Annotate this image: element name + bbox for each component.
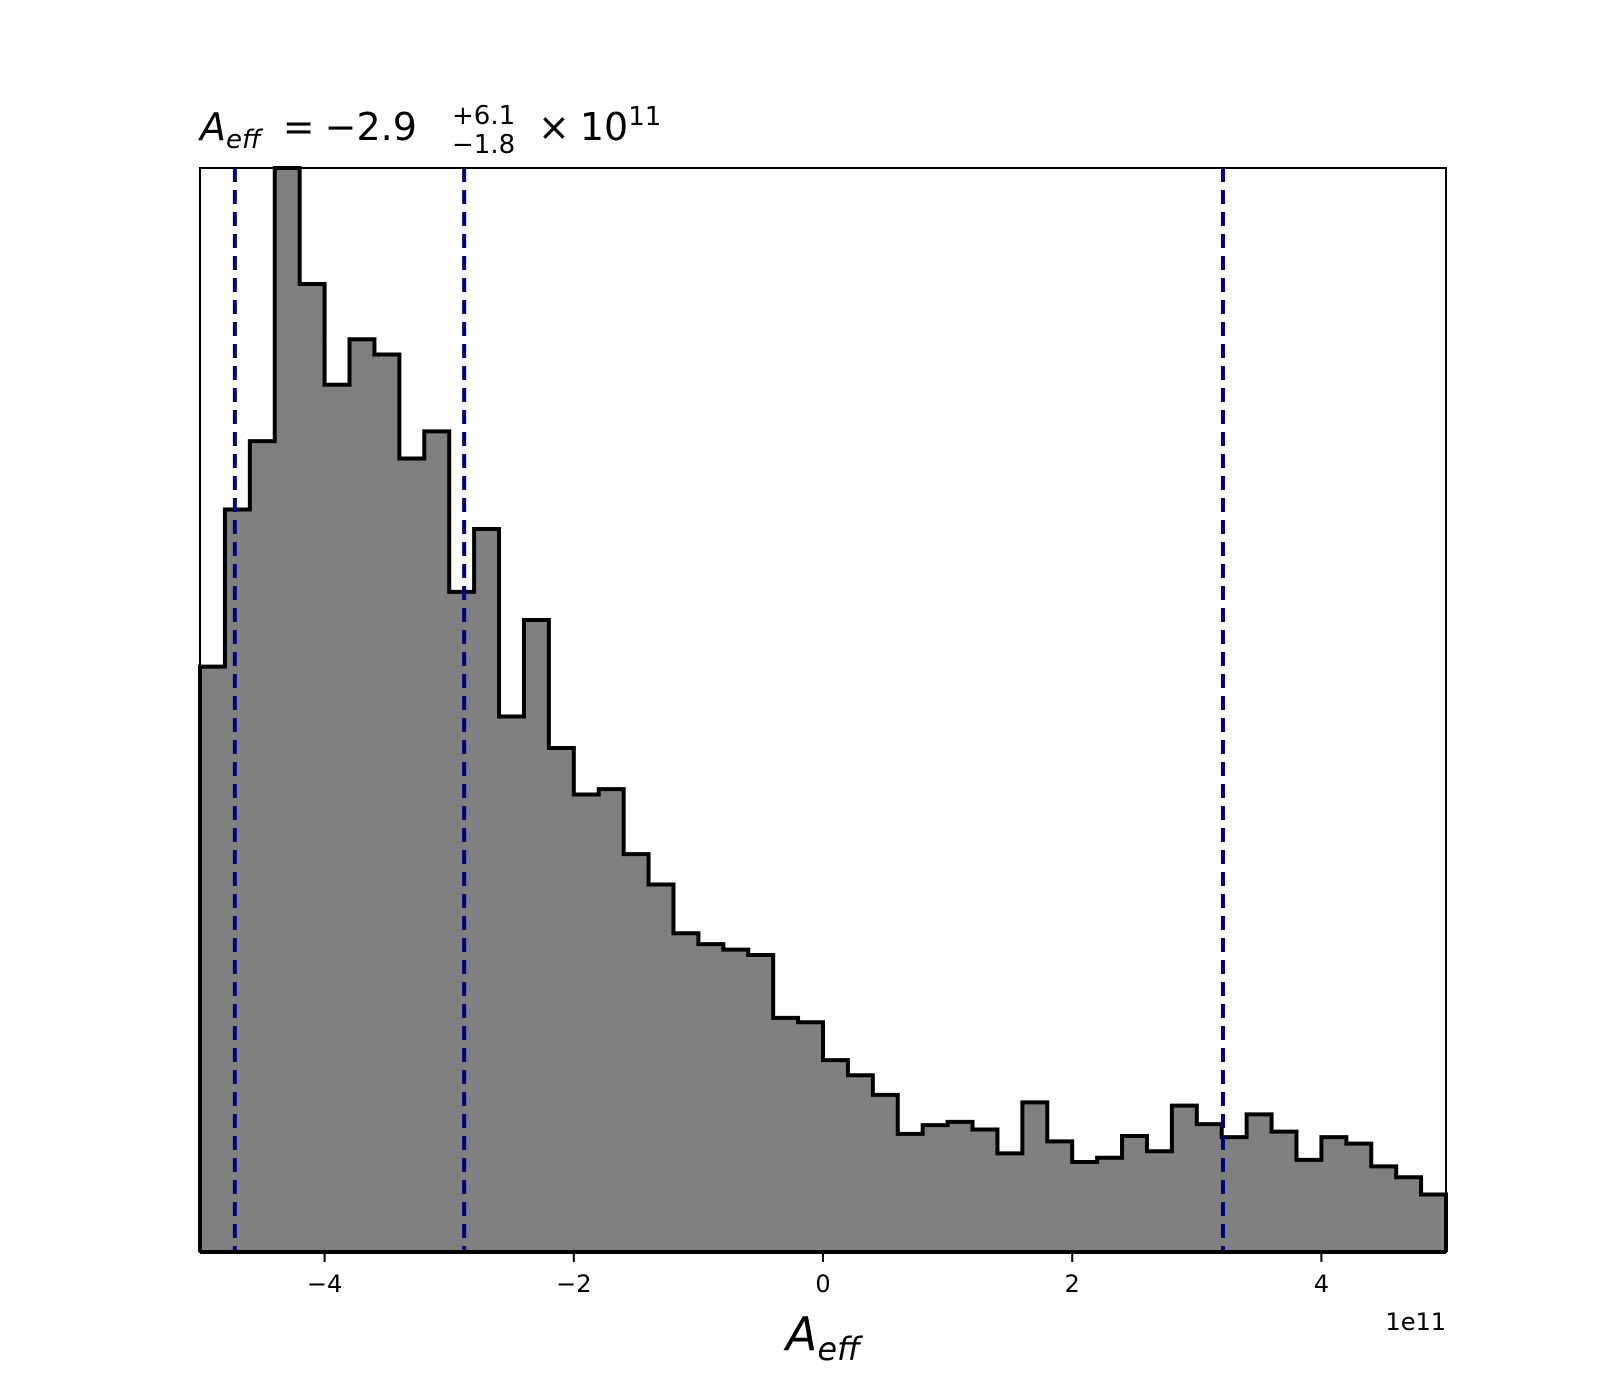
quantile-lines xyxy=(232,168,1225,1252)
title-exponent-base: 10 xyxy=(580,105,628,149)
histogram-bar xyxy=(499,716,525,1252)
histogram-bar xyxy=(1146,1151,1173,1252)
histogram-bar xyxy=(1421,1194,1447,1252)
histogram-bar xyxy=(598,789,625,1252)
histogram-bar xyxy=(872,1094,899,1252)
histogram-bar xyxy=(1346,1143,1372,1252)
histogram-bar xyxy=(1296,1159,1322,1252)
x-offset-label: 1e11 xyxy=(1385,1308,1446,1336)
histogram-bar xyxy=(823,1060,849,1252)
histogram-bar xyxy=(224,509,251,1253)
histogram-bar xyxy=(449,591,475,1252)
histogram-bar xyxy=(1097,1157,1123,1252)
title-median: −2.9 xyxy=(325,105,417,149)
histogram-bar xyxy=(374,354,400,1252)
histogram-bar xyxy=(1047,1141,1073,1252)
histogram-bar xyxy=(997,1153,1023,1252)
histogram-bar xyxy=(1321,1137,1347,1252)
histogram-bars xyxy=(200,168,1447,1253)
histogram-bar xyxy=(1271,1131,1298,1252)
histogram-bar xyxy=(922,1125,949,1252)
histogram-bar xyxy=(648,884,675,1252)
histogram-bar xyxy=(1371,1166,1397,1252)
histogram-bar xyxy=(623,854,650,1252)
title-lhs-base: A xyxy=(197,105,226,149)
x-axis-label-base: A xyxy=(783,1307,817,1361)
x-axis-label: Aeff xyxy=(783,1307,864,1368)
chart-title: Aeff = −2.9 xyxy=(197,105,417,155)
histogram-bar xyxy=(773,1017,799,1252)
histogram-bar xyxy=(972,1129,999,1252)
x-tick-label: 4 xyxy=(1314,1270,1329,1298)
title-times: × 1011 xyxy=(538,102,661,149)
title-exponent: 11 xyxy=(628,102,661,132)
histogram-bar xyxy=(673,933,699,1252)
title-upper-error: +6.1 xyxy=(452,101,515,131)
title-times-symbol: × xyxy=(538,105,570,149)
histogram-bar xyxy=(1396,1177,1422,1252)
histogram-bar xyxy=(1122,1136,1148,1252)
histogram-bar xyxy=(349,339,376,1253)
histogram-bar xyxy=(200,666,226,1252)
histogram-bar xyxy=(424,431,450,1252)
histogram-bar xyxy=(723,949,749,1252)
x-axis-label-subscript: eff xyxy=(817,1330,864,1368)
histogram-bar xyxy=(798,1022,824,1252)
title-lhs-subscript: eff xyxy=(226,125,264,155)
histogram-bar xyxy=(1246,1114,1273,1252)
histogram-bar xyxy=(897,1133,924,1252)
histogram-bar xyxy=(324,384,351,1252)
x-axis-ticks: −4 −2 0 2 4 xyxy=(307,1252,1329,1298)
histogram-bar xyxy=(573,794,600,1252)
title-lower-error: −1.8 xyxy=(452,130,515,160)
histogram-bar xyxy=(947,1121,974,1252)
histogram-bar xyxy=(399,458,425,1253)
histogram-bar xyxy=(548,747,575,1252)
x-tick-label: −2 xyxy=(556,1270,591,1298)
histogram-outline xyxy=(198,166,1448,1252)
x-tick-label: 2 xyxy=(1065,1270,1080,1298)
histogram-bar xyxy=(523,620,550,1252)
histogram-bar xyxy=(299,283,326,1252)
x-tick-label: −4 xyxy=(307,1270,342,1298)
histogram-bar xyxy=(748,954,774,1252)
histogram-bar xyxy=(1196,1124,1223,1252)
histogram-bar xyxy=(847,1075,874,1252)
histogram-bar xyxy=(1022,1102,1048,1252)
title-equals: = xyxy=(283,105,315,149)
histogram-bar xyxy=(1072,1162,1098,1252)
histogram-bar xyxy=(274,168,301,1252)
histogram-bar xyxy=(474,528,500,1252)
histogram-bar xyxy=(1221,1137,1248,1252)
histogram-bar xyxy=(1171,1105,1198,1252)
histogram-bar xyxy=(249,441,276,1253)
x-tick-label: 0 xyxy=(815,1270,830,1298)
histogram-bar xyxy=(698,944,724,1252)
